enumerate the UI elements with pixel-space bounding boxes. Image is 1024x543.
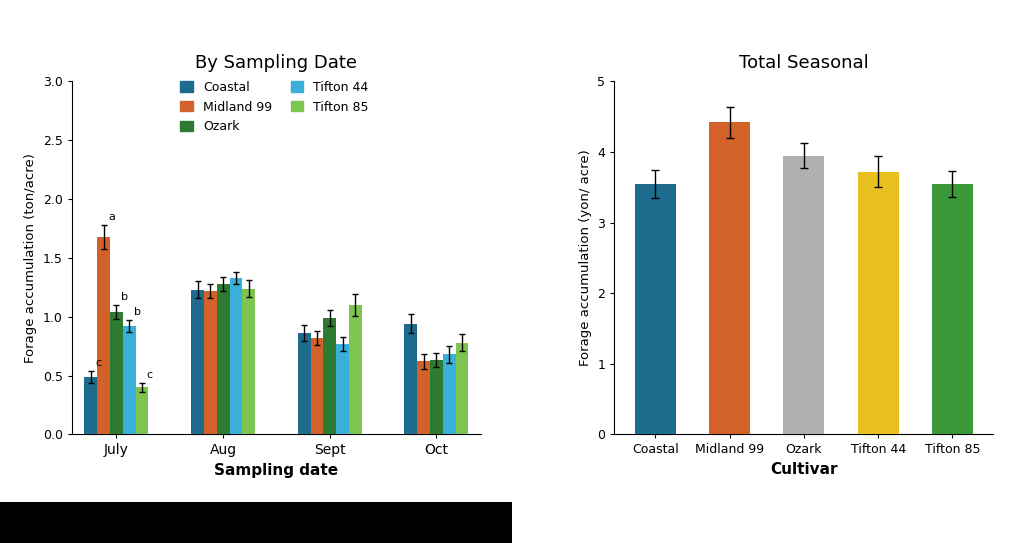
- Bar: [111, 312, 123, 434]
- Bar: [191, 290, 204, 434]
- Bar: [418, 362, 430, 434]
- Bar: [298, 333, 310, 434]
- Bar: [123, 326, 136, 434]
- X-axis label: Cultivar: Cultivar: [770, 462, 838, 477]
- Text: b: b: [134, 307, 140, 317]
- Bar: [229, 278, 243, 434]
- Bar: [336, 344, 349, 434]
- Bar: [85, 377, 97, 434]
- X-axis label: Sampling date: Sampling date: [214, 463, 339, 478]
- Bar: [932, 184, 973, 434]
- Text: c: c: [146, 370, 153, 380]
- Bar: [204, 291, 217, 434]
- Y-axis label: Forage accumulation (yon/ acre): Forage accumulation (yon/ acre): [579, 149, 592, 367]
- Bar: [443, 355, 456, 434]
- Bar: [456, 343, 469, 434]
- Title: By Sampling Date: By Sampling Date: [196, 54, 357, 72]
- Text: a: a: [109, 212, 115, 222]
- Y-axis label: Forage accumulation (ton/acre): Forage accumulation (ton/acre): [25, 153, 37, 363]
- Text: b: b: [121, 292, 128, 302]
- Bar: [404, 324, 418, 434]
- Bar: [635, 184, 676, 434]
- Bar: [430, 361, 443, 434]
- Bar: [349, 305, 361, 434]
- Bar: [310, 338, 324, 434]
- Bar: [97, 237, 111, 434]
- Bar: [709, 122, 750, 434]
- Title: Total Seasonal: Total Seasonal: [739, 54, 868, 72]
- Bar: [243, 288, 255, 434]
- Bar: [858, 172, 899, 434]
- Bar: [783, 155, 824, 434]
- Bar: [135, 387, 148, 434]
- Bar: [217, 284, 229, 434]
- Legend: Coastal, Midland 99, Ozark, Tifton 44, Tifton 85: Coastal, Midland 99, Ozark, Tifton 44, T…: [180, 81, 369, 134]
- Bar: [324, 318, 336, 434]
- Text: c: c: [95, 358, 101, 368]
